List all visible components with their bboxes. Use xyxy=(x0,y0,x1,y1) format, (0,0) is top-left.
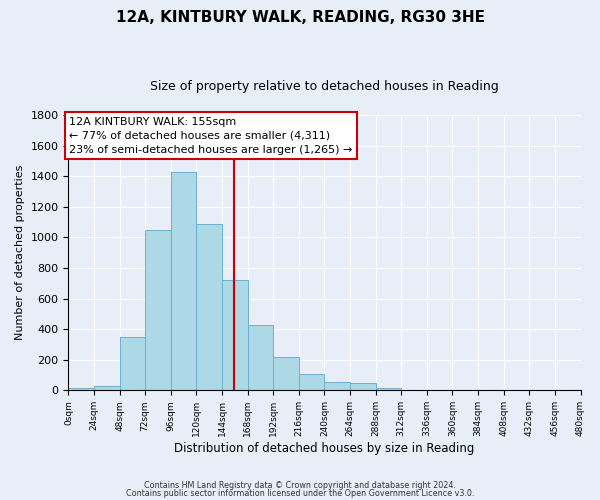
Bar xyxy=(248,324,273,390)
X-axis label: Distribution of detached houses by size in Reading: Distribution of detached houses by size … xyxy=(174,442,475,455)
Bar xyxy=(145,230,171,390)
Bar xyxy=(376,388,401,390)
Bar xyxy=(299,374,325,390)
Bar xyxy=(350,382,376,390)
Title: Size of property relative to detached houses in Reading: Size of property relative to detached ho… xyxy=(150,80,499,93)
Bar xyxy=(119,337,145,390)
Text: 12A, KINTBURY WALK, READING, RG30 3HE: 12A, KINTBURY WALK, READING, RG30 3HE xyxy=(115,10,485,25)
Text: Contains public sector information licensed under the Open Government Licence v3: Contains public sector information licen… xyxy=(126,488,474,498)
Text: 12A KINTBURY WALK: 155sqm
← 77% of detached houses are smaller (4,311)
23% of se: 12A KINTBURY WALK: 155sqm ← 77% of detac… xyxy=(70,116,353,154)
Text: Contains HM Land Registry data © Crown copyright and database right 2024.: Contains HM Land Registry data © Crown c… xyxy=(144,481,456,490)
Bar xyxy=(325,382,350,390)
Bar xyxy=(222,280,248,390)
Bar xyxy=(68,388,94,390)
Bar xyxy=(94,386,119,390)
Bar xyxy=(171,172,196,390)
Bar xyxy=(273,356,299,390)
Y-axis label: Number of detached properties: Number of detached properties xyxy=(15,165,25,340)
Bar xyxy=(196,224,222,390)
